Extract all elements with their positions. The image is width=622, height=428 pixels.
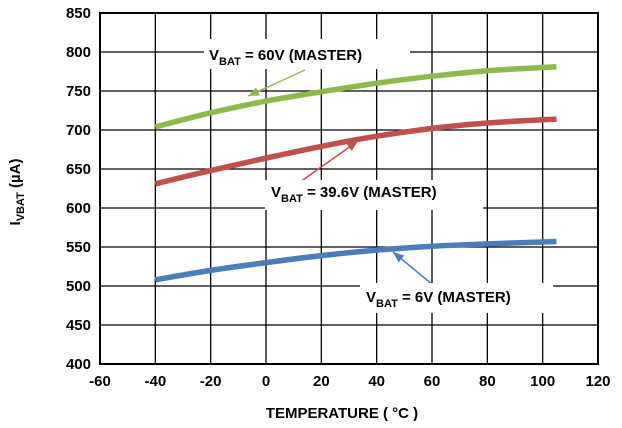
annotation-backdrop — [204, 39, 410, 69]
y-axis-title: IVBAT (µA) — [7, 159, 27, 226]
y-tick-label: 850 — [66, 5, 91, 22]
plot-frame — [99, 12, 599, 365]
x-tick-label: 60 — [424, 373, 441, 390]
annotation-label: VBAT = 6V (MASTER) — [366, 289, 511, 310]
annotation-60v: VBAT = 60V (MASTER) — [204, 39, 410, 97]
series-layer — [154, 64, 557, 283]
series-line-39v — [154, 116, 557, 187]
plot-border — [99, 12, 599, 365]
y-axis-title-main: I — [7, 221, 24, 225]
y-tick-label: 600 — [66, 200, 91, 217]
x-tick-label: 20 — [313, 373, 330, 390]
series-line-60v — [154, 64, 557, 130]
y-tick-label: 800 — [66, 44, 91, 61]
y-tick-label: 700 — [66, 122, 91, 139]
y-tick-label: 500 — [66, 278, 91, 295]
x-tick-label: 40 — [368, 373, 385, 390]
tick-labels: -60 -40 -20 0 20 40 60 80 100 120 400 450 500 550 600 6… — [66, 5, 611, 390]
leader-arrowhead — [346, 141, 358, 152]
series-line-6v — [154, 238, 557, 283]
x-tick-label: -60 — [89, 373, 111, 390]
annotation-6v: VBAT = 6V (MASTER) — [360, 251, 553, 313]
annotations: VBAT = 60V (MASTER) VBAT = 39.6V (MASTER)… — [204, 39, 553, 313]
x-tick-label: -20 — [200, 373, 222, 390]
x-tick-label: 80 — [479, 373, 496, 390]
y-axis-title-sub: VBAT — [15, 192, 27, 221]
leader-arrowhead — [248, 87, 260, 96]
y-tick-label: 400 — [66, 356, 91, 373]
annotation-label: VBAT = 39.6V (MASTER) — [271, 184, 437, 205]
x-tick-label: 120 — [585, 373, 610, 390]
leader-arrowhead — [393, 252, 405, 263]
y-tick-label: 550 — [66, 239, 91, 256]
x-tick-label: -40 — [144, 373, 166, 390]
y-tick-label: 450 — [66, 317, 91, 334]
annotation-backdrop — [265, 180, 483, 210]
x-tick-label: 100 — [530, 373, 555, 390]
annotation-label: VBAT = 60V (MASTER) — [209, 47, 362, 68]
y-tick-label: 650 — [66, 161, 91, 178]
annotation-39v: VBAT = 39.6V (MASTER) — [265, 140, 483, 210]
annotation-backdrop — [360, 283, 553, 313]
y-tick-label: 750 — [66, 83, 91, 100]
x-tick-label: 0 — [262, 373, 270, 390]
leader-line — [299, 140, 359, 183]
x-axis-title: TEMPERATURE ( °C ) — [266, 405, 418, 422]
y-axis-title-unit: (µA) — [7, 159, 24, 193]
